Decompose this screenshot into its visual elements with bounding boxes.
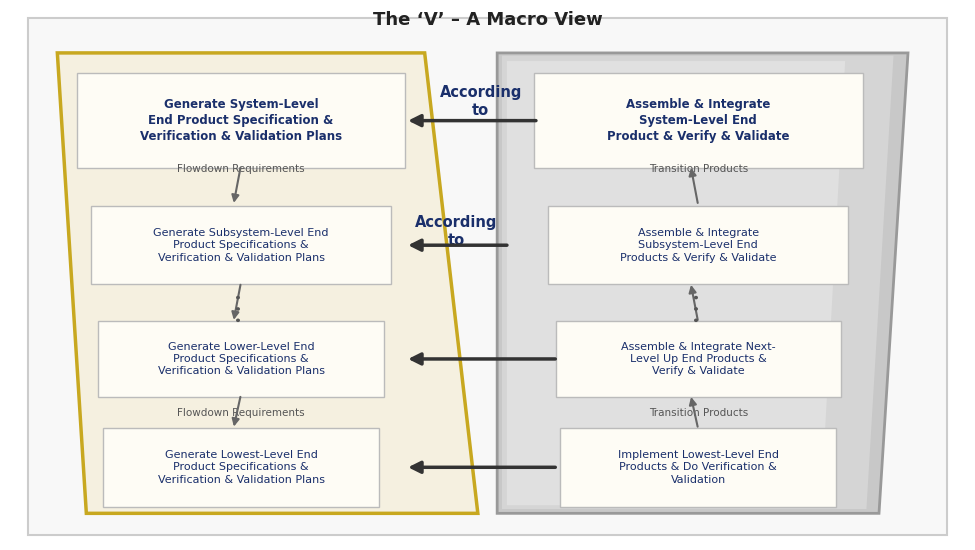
FancyBboxPatch shape: [534, 73, 863, 168]
Text: Generate Lower-Level End
Product Specifications &
Verification & Validation Plan: Generate Lower-Level End Product Specifi…: [158, 342, 325, 376]
FancyBboxPatch shape: [561, 428, 836, 507]
Text: Assemble & Integrate Next-
Level Up End Products &
Verify & Validate: Assemble & Integrate Next- Level Up End …: [621, 342, 775, 376]
FancyBboxPatch shape: [548, 206, 848, 284]
Text: According
to: According to: [440, 85, 522, 118]
Text: Generate Lowest-Level End
Product Specifications &
Verification & Validation Pla: Generate Lowest-Level End Product Specif…: [158, 450, 325, 485]
Text: The ‘V’ – A Macro View: The ‘V’ – A Macro View: [372, 12, 603, 29]
Text: Implement Lowest-Level End
Products & Do Verification &
Validation: Implement Lowest-Level End Products & Do…: [618, 450, 779, 485]
Polygon shape: [502, 56, 893, 509]
Polygon shape: [58, 53, 478, 513]
Text: According
to: According to: [415, 216, 498, 248]
Polygon shape: [497, 53, 908, 513]
FancyBboxPatch shape: [556, 321, 840, 397]
FancyBboxPatch shape: [28, 18, 947, 535]
FancyBboxPatch shape: [103, 428, 378, 507]
Text: • • •: • • •: [691, 293, 705, 322]
Text: Generate Subsystem-Level End
Product Specifications &
Verification & Validation : Generate Subsystem-Level End Product Spe…: [153, 228, 329, 262]
Text: Generate System-Level
End Product Specification &
Verification & Validation Plan: Generate System-Level End Product Specif…: [140, 98, 342, 143]
FancyBboxPatch shape: [98, 321, 383, 397]
Text: Assemble & Integrate
System-Level End
Product & Verify & Validate: Assemble & Integrate System-Level End Pr…: [607, 98, 790, 143]
Text: Flowdown Requirements: Flowdown Requirements: [177, 408, 305, 418]
Text: Flowdown Requirements: Flowdown Requirements: [177, 164, 305, 174]
Text: Transition Products: Transition Products: [648, 164, 748, 174]
Polygon shape: [507, 61, 845, 505]
FancyBboxPatch shape: [92, 206, 391, 284]
Text: Assemble & Integrate
Subsystem-Level End
Products & Verify & Validate: Assemble & Integrate Subsystem-Level End…: [620, 228, 776, 262]
Text: • • •: • • •: [235, 293, 248, 322]
Text: Transition Products: Transition Products: [648, 408, 748, 418]
FancyBboxPatch shape: [77, 73, 406, 168]
